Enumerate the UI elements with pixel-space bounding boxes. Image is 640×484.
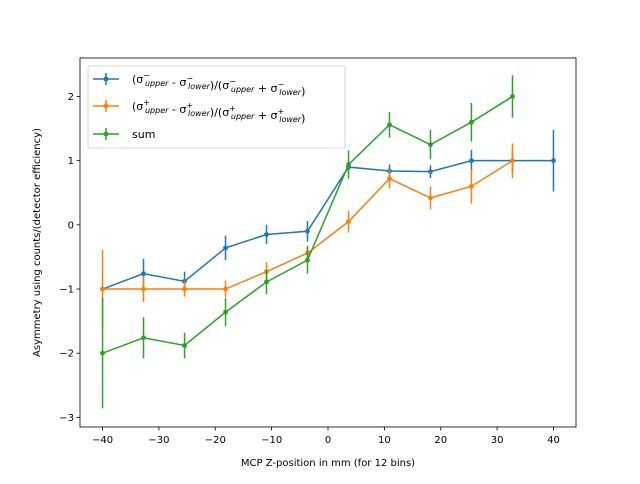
y-tick-label: 1 bbox=[68, 156, 74, 167]
legend-text-part: - σ bbox=[168, 76, 186, 89]
legend-superscript: − bbox=[186, 74, 193, 83]
legend-superscript: + bbox=[186, 101, 193, 110]
x-tick-label: 20 bbox=[434, 435, 447, 446]
legend-text-part: - σ bbox=[168, 103, 186, 116]
data-point bbox=[182, 343, 187, 348]
legend-box bbox=[87, 65, 346, 149]
legend-entry-1: (σ− upper - σ− lower)/(σ− upper + σ− lower) bbox=[93, 71, 305, 98]
x-tick-label: 10 bbox=[378, 435, 391, 446]
data-point bbox=[100, 350, 105, 356]
x-tick-label: 30 bbox=[491, 435, 504, 446]
legend-text-part: )/(σ bbox=[210, 106, 229, 119]
data-point bbox=[510, 158, 515, 164]
data-point bbox=[551, 158, 556, 164]
legend-text-part: + σ bbox=[254, 82, 277, 95]
legend-subscript: lower bbox=[279, 88, 302, 97]
data-point bbox=[428, 142, 433, 148]
x-tick-label: −40 bbox=[92, 435, 113, 446]
legend-marker-swatch bbox=[103, 103, 109, 109]
legend-text-part: ) bbox=[301, 85, 305, 98]
y-tick-label: 0 bbox=[68, 220, 74, 231]
data-point bbox=[469, 183, 474, 189]
data-point bbox=[469, 158, 474, 164]
x-tick-label: 0 bbox=[325, 435, 331, 446]
data-point bbox=[428, 169, 433, 174]
legend-entry-2: (σ+ upper - σ+ lower)/(σ+ upper + σ+ lower) bbox=[93, 98, 305, 125]
data-point bbox=[100, 286, 105, 292]
y-tick-label: −3 bbox=[59, 413, 74, 424]
legend-marker-swatch bbox=[103, 76, 109, 82]
legend-superscript: − bbox=[278, 80, 285, 89]
legend-label: sum bbox=[132, 128, 155, 141]
x-tick-label: 40 bbox=[547, 435, 560, 446]
legend-superscript: + bbox=[278, 107, 285, 116]
legend-entry-3: sum bbox=[93, 128, 155, 141]
legend-label: (σ+ upper - σ+ lower)/(σ+ upper + σ+ lower) bbox=[132, 98, 305, 125]
data-point bbox=[182, 286, 187, 292]
series-line bbox=[102, 159, 554, 290]
data-point bbox=[469, 119, 474, 125]
legend-subscript: upper bbox=[145, 79, 169, 88]
data-point bbox=[141, 335, 146, 341]
legend-superscript: + bbox=[143, 98, 150, 107]
data-point bbox=[141, 271, 146, 277]
legend-subscript: upper bbox=[231, 112, 255, 121]
series-layer bbox=[100, 75, 556, 409]
legend: (σ− upper - σ− lower)/(σ− upper + σ− lower)(… bbox=[87, 65, 346, 149]
legend-superscript: + bbox=[229, 104, 236, 113]
data-point bbox=[223, 245, 228, 251]
x-axis-label: MCP Z-position in mm (for 12 bins) bbox=[241, 458, 415, 469]
legend-subscript: upper bbox=[231, 85, 255, 94]
data-point bbox=[223, 286, 228, 292]
legend-text-part: ) bbox=[301, 112, 305, 125]
x-axis-ticks: −40 −30 −20 −10 0 10 20 30 40 bbox=[92, 427, 560, 446]
data-point bbox=[387, 176, 392, 182]
data-point bbox=[264, 279, 269, 285]
data-point bbox=[305, 228, 310, 234]
x-tick-label: −30 bbox=[148, 435, 169, 446]
legend-subscript: upper bbox=[145, 106, 169, 115]
data-point bbox=[387, 122, 392, 128]
legend-subscript: lower bbox=[188, 109, 211, 118]
legend-subscript: lower bbox=[279, 115, 302, 124]
legend-marker-swatch bbox=[103, 131, 109, 137]
legend-label: (σ− upper - σ− lower)/(σ− upper + σ− lower) bbox=[132, 71, 305, 98]
series-3 bbox=[100, 75, 515, 409]
y-axis-label: Asymmetry using counts/(detector efficie… bbox=[32, 128, 43, 357]
legend-superscript: − bbox=[229, 77, 236, 86]
data-point bbox=[510, 94, 515, 99]
y-tick-label: −2 bbox=[59, 349, 74, 360]
legend-text-part: (σ bbox=[132, 73, 143, 86]
legend-subscript: lower bbox=[188, 82, 211, 91]
y-tick-label: 2 bbox=[68, 92, 74, 103]
legend-text-part: (σ bbox=[132, 100, 143, 113]
data-point bbox=[428, 195, 433, 201]
data-point bbox=[264, 232, 269, 237]
y-axis-ticks: −3 −2 −1 0 1 2 bbox=[59, 92, 80, 424]
data-point bbox=[346, 219, 351, 225]
y-tick-label: −1 bbox=[59, 285, 74, 296]
x-tick-label: −10 bbox=[261, 435, 282, 446]
data-point bbox=[141, 286, 146, 292]
x-tick-label: −20 bbox=[205, 435, 226, 446]
legend-superscript: − bbox=[143, 71, 150, 80]
data-point bbox=[305, 257, 310, 263]
legend-text-part: + σ bbox=[254, 109, 277, 122]
data-point bbox=[346, 162, 351, 167]
data-point bbox=[223, 309, 228, 315]
legend-text-part: )/(σ bbox=[210, 79, 229, 92]
